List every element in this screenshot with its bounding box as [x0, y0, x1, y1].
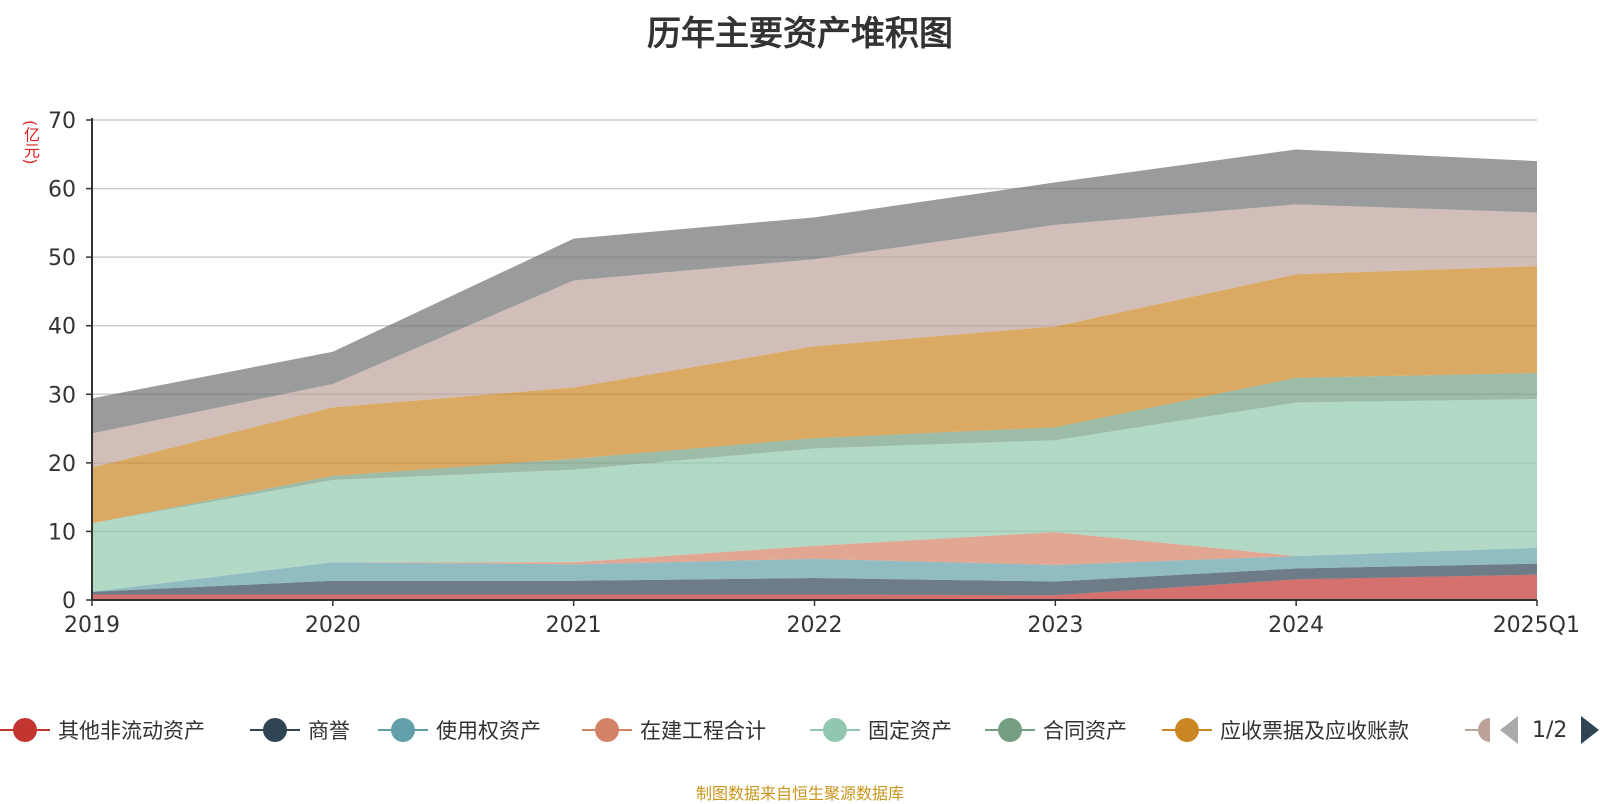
legend-marker-icon	[378, 718, 428, 742]
chart-title: 历年主要资产堆积图	[647, 14, 953, 54]
legend-marker-icon	[0, 718, 50, 742]
y-tick-label: 40	[48, 315, 76, 340]
legend-item-2[interactable]: 使用权资产	[378, 712, 568, 748]
legend-marker-icon	[582, 718, 632, 742]
legend-marker-icon	[810, 718, 860, 742]
y-tick-label: 20	[48, 452, 76, 477]
area-series-1[interactable]	[92, 563, 1537, 596]
x-tick-label: 2021	[546, 613, 602, 638]
area-series-2[interactable]	[92, 547, 1537, 592]
area-series-3[interactable]	[92, 532, 1537, 592]
data-source-note: 制图数据来自恒生聚源数据库	[695, 784, 904, 803]
legend-page-indicator: 1/2	[1532, 717, 1568, 743]
legend-next-page-icon[interactable]	[1581, 716, 1600, 744]
legend-label: 在建工程合计	[640, 719, 766, 743]
x-tick-label: 2020	[305, 613, 361, 638]
x-tick-label: 2025Q1	[1493, 613, 1580, 638]
legend-label: 应收票据及应收账款	[1220, 719, 1409, 743]
legend-label: 商誉	[308, 719, 350, 743]
area-series-0[interactable]	[92, 574, 1537, 600]
legend-label: 固定资产	[868, 719, 952, 743]
y-tick-label: 0	[62, 589, 76, 614]
legend-prev-page-icon[interactable]	[1500, 716, 1518, 744]
area-series-6[interactable]	[92, 266, 1537, 524]
y-tick-label: 30	[48, 383, 76, 408]
legend-marker-icon	[250, 718, 300, 742]
legend-label: 使用权资产	[436, 719, 541, 743]
x-tick-label: 2024	[1268, 613, 1324, 638]
legend-label: 合同资产	[1043, 719, 1127, 743]
legend-marker-icon	[985, 718, 1035, 742]
legend-marker-icon	[1162, 718, 1212, 742]
y-axis-unit: (亿元)	[21, 120, 40, 165]
legend: 其他非流动资产 商誉 使用权资产 在建工程合计 固定资产 合同资产 应收票据及应收账款	[0, 712, 1600, 748]
x-tick-label: 2022	[787, 613, 843, 638]
legend-item-3[interactable]: 在建工程合计	[582, 712, 797, 748]
legend-item-4[interactable]: 固定资产	[810, 712, 975, 748]
legend-item-7[interactable]	[1465, 712, 1490, 748]
area-series-8[interactable]	[92, 149, 1537, 434]
y-tick-label: 50	[48, 246, 76, 271]
legend-item-1[interactable]: 商誉	[250, 712, 370, 748]
x-tick-label: 2023	[1027, 613, 1083, 638]
area-series-5[interactable]	[92, 373, 1537, 524]
legend-marker-icon	[1465, 718, 1490, 742]
area-series-7[interactable]	[92, 204, 1537, 468]
legend-item-6[interactable]: 应收票据及应收账款	[1162, 712, 1447, 748]
y-tick-label: 60	[48, 178, 76, 203]
legend-label: 其他非流动资产	[58, 719, 205, 743]
legend-item-0[interactable]: 其他非流动资产	[0, 712, 230, 748]
legend-item-5[interactable]: 合同资产	[985, 712, 1150, 748]
y-tick-label: 70	[48, 109, 76, 134]
area-series-4[interactable]	[92, 399, 1537, 592]
y-tick-label: 10	[48, 520, 76, 545]
x-tick-label: 2019	[64, 613, 120, 638]
legend-pager: 1/2	[1500, 716, 1600, 744]
